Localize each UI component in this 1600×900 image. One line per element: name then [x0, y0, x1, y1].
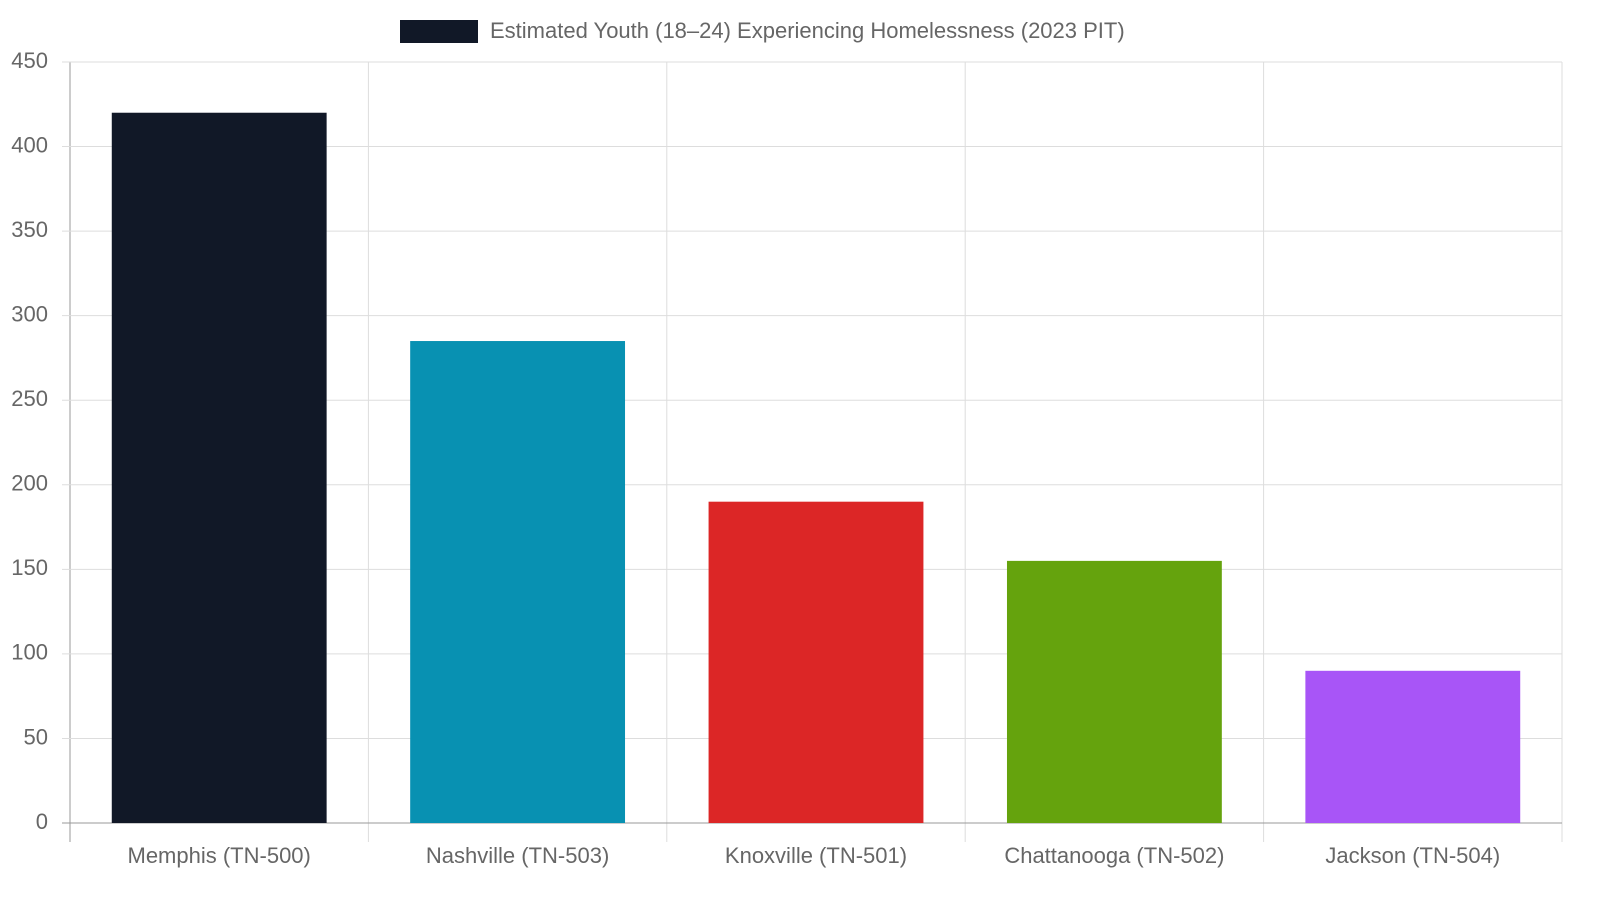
y-tick-label: 50	[24, 724, 48, 749]
y-tick-label: 450	[11, 48, 48, 73]
x-tick-label: Nashville (TN-503)	[426, 843, 609, 868]
bar	[1006, 560, 1222, 823]
bar	[708, 501, 924, 823]
bar	[111, 112, 327, 823]
y-tick-label: 300	[11, 301, 48, 326]
y-tick-label: 400	[11, 132, 48, 157]
y-tick-label: 350	[11, 217, 48, 242]
bar	[1305, 670, 1521, 823]
bar	[410, 341, 626, 823]
y-tick-label: 100	[11, 640, 48, 665]
legend-label: Estimated Youth (18–24) Experiencing Hom…	[490, 18, 1125, 43]
y-tick-label: 0	[36, 809, 48, 834]
y-tick-label: 250	[11, 386, 48, 411]
legend-swatch	[400, 20, 478, 43]
x-tick-label: Jackson (TN-504)	[1325, 843, 1500, 868]
x-tick-label: Chattanooga (TN-502)	[1004, 843, 1224, 868]
y-tick-label: 200	[11, 471, 48, 496]
y-tick-label: 150	[11, 555, 48, 580]
x-tick-label: Memphis (TN-500)	[128, 843, 311, 868]
x-tick-label: Knoxville (TN-501)	[725, 843, 907, 868]
